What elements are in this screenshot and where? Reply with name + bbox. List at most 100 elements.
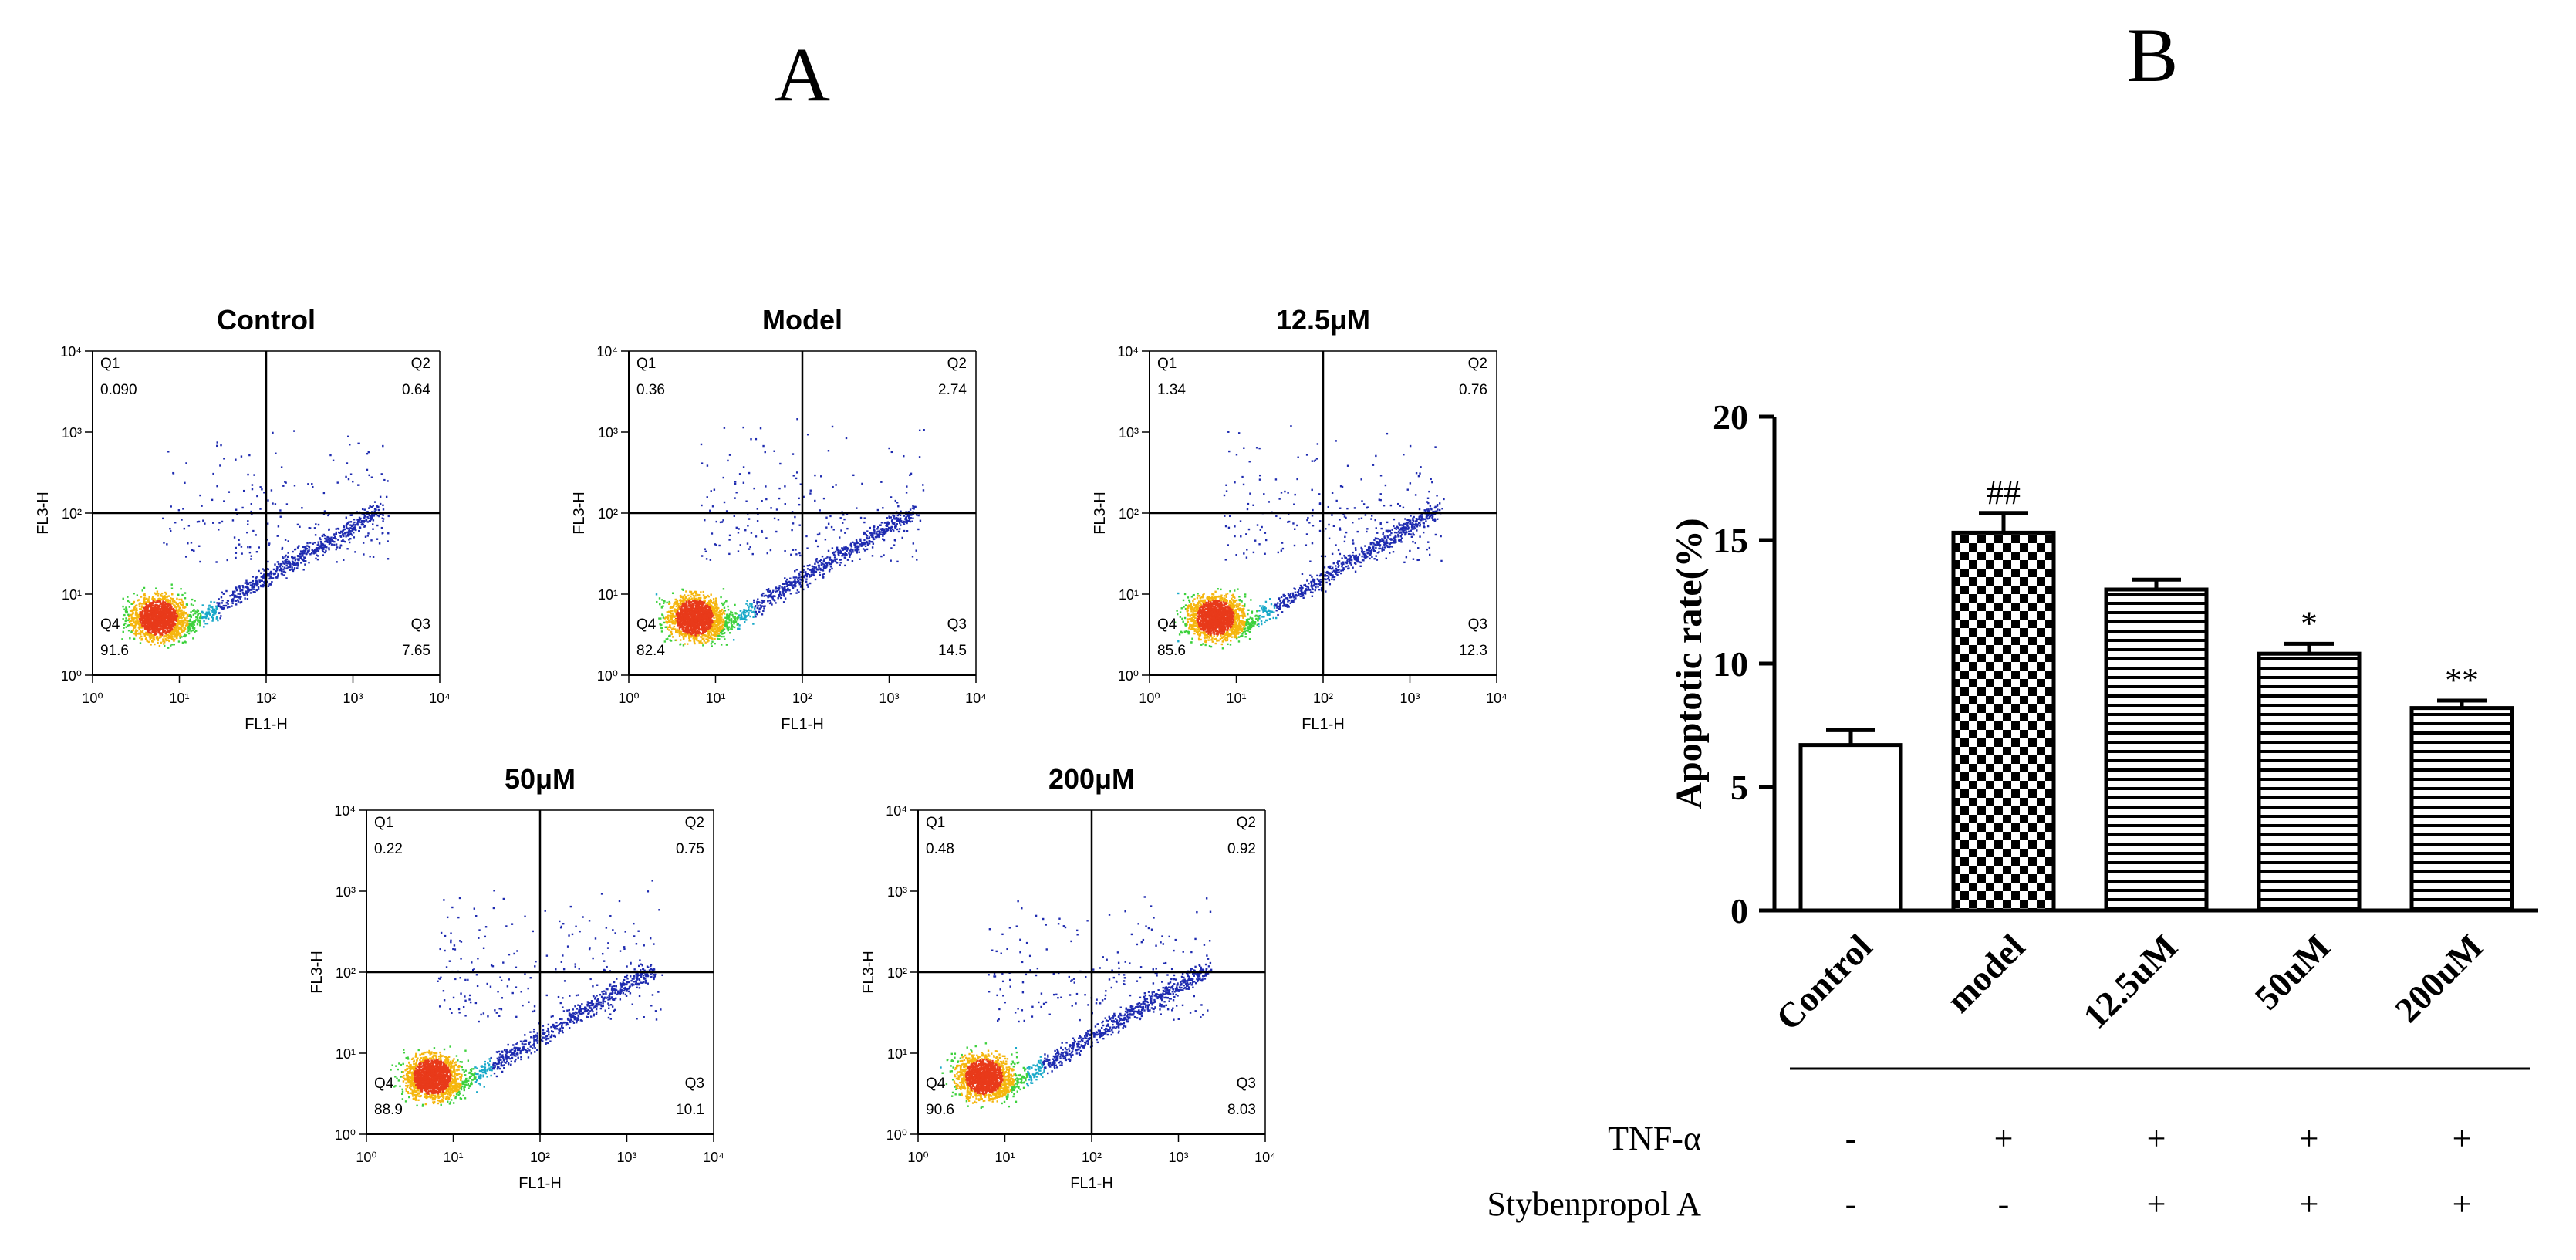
quadrant-name: Q2 (411, 356, 430, 372)
quadrant-value: 12.3 (1459, 643, 1487, 659)
flow-x-tick-label: 10¹ (705, 691, 725, 706)
bar-y-axis-label: Apoptotic rate(%) (1669, 518, 1710, 809)
flow-x-tick-label: 10¹ (994, 1150, 1015, 1165)
treatment-sign: + (2147, 1185, 2166, 1223)
flow-y-axis-label: FL3-H (1092, 492, 1109, 535)
quadrant-value: 0.92 (1227, 841, 1256, 857)
flow-y-tick-label: 10² (1119, 506, 1139, 522)
flow-x-tick-label: 10¹ (169, 691, 189, 706)
flow-y-tick-label: 10¹ (62, 587, 82, 603)
quadrant-value: 88.9 (374, 1102, 403, 1118)
flow-x-tick-label: 10⁰ (907, 1150, 928, 1165)
flow-y-tick-label: 10⁰ (61, 668, 82, 684)
panel-a-label: A (775, 32, 830, 117)
quadrant-name: Q1 (1157, 356, 1177, 372)
flow-y-tick-label: 10⁰ (335, 1127, 356, 1143)
flow-cytometry-plots: 10⁰10⁰10¹10¹10²10²10³10³10⁴10⁴ControlFL1… (35, 304, 1507, 1192)
treatment-sign: + (2300, 1120, 2319, 1157)
flow-x-tick-label: 10² (1313, 691, 1333, 706)
bar-category-label: 12.5uM (2075, 927, 2185, 1036)
flow-y-tick-label: 10³ (1119, 425, 1139, 441)
treatment-sign: - (1845, 1120, 1857, 1157)
bar-y-tick-label: 15 (1713, 521, 1748, 560)
flow-x-tick-label: 10¹ (1226, 691, 1246, 706)
flow-dot-cloud (940, 896, 1214, 1109)
quadrant-value: 91.6 (100, 643, 129, 659)
flow-y-tick-label: 10¹ (336, 1046, 356, 1062)
quadrant-name: Q3 (411, 616, 430, 633)
treatment-sign: + (2453, 1120, 2472, 1157)
flow-x-tick-label: 10³ (343, 691, 363, 706)
quadrant-name: Q3 (947, 616, 967, 633)
flow-x-axis-label: FL1-H (518, 1175, 562, 1192)
treatment-row-label: TNF-α (1608, 1120, 1701, 1157)
quadrant-value: 10.1 (676, 1102, 704, 1118)
treatment-sign: + (2300, 1185, 2319, 1223)
flow-y-tick-label: 10⁰ (597, 668, 618, 684)
flow-x-axis-label: FL1-H (781, 716, 824, 733)
flow-y-tick-label: 10³ (336, 884, 356, 900)
bar-category-label: 50uM (2247, 927, 2338, 1017)
quadrant-name: Q1 (926, 815, 945, 831)
flow-plot-title: 200μM (1048, 763, 1135, 795)
treatment-sign: + (2147, 1120, 2166, 1157)
quadrant-name: Q2 (1468, 356, 1487, 372)
bar-1 (1951, 530, 2056, 913)
flow-x-tick-label: 10⁰ (1139, 691, 1160, 706)
flow-y-tick-label: 10⁰ (886, 1127, 907, 1143)
quadrant-name: Q1 (374, 815, 393, 831)
quadrant-name: Q2 (947, 356, 967, 372)
bar-category-label: Control (1768, 927, 1879, 1038)
flow-x-tick-label: 10⁴ (965, 691, 987, 706)
flow-x-tick-label: 10² (1082, 1150, 1102, 1165)
flow-y-tick-label: 10³ (62, 425, 82, 441)
flow-x-tick-label: 10² (256, 691, 276, 706)
treatment-row-label: Stybenpropol A (1487, 1185, 1702, 1223)
flow-x-tick-label: 10⁴ (1486, 691, 1507, 706)
flow-y-axis-label: FL3-H (35, 492, 52, 535)
flow-y-tick-label: 10¹ (1119, 587, 1139, 603)
quadrant-name: Q3 (685, 1076, 704, 1092)
quadrant-value: 85.6 (1157, 643, 1186, 659)
quadrant-value: 0.48 (926, 841, 954, 857)
bar-category-label: model (1939, 927, 2032, 1020)
bar-3 (2257, 651, 2362, 913)
bar-y-tick-label: 0 (1730, 891, 1748, 931)
flow-y-tick-label: 10² (336, 965, 356, 981)
apoptotic-rate-bar-chart: 0 5 10 15 20 Apoptotic rate(%) Control ## model 1… (1487, 397, 2538, 1223)
flow-x-tick-label: 10³ (616, 1150, 636, 1165)
flow-y-tick-label: 10⁴ (334, 803, 356, 819)
flow-y-tick-label: 10⁴ (886, 803, 907, 819)
quadrant-value: 0.22 (374, 841, 403, 857)
quadrant-value: 0.090 (100, 382, 137, 398)
flow-plot-title: Model (762, 304, 842, 336)
flow-dot-cloud (1173, 425, 1445, 650)
treatment-sign: - (1845, 1185, 1857, 1223)
flow-dot-cloud (121, 430, 390, 649)
bar-0 (1798, 743, 1903, 913)
bar-y-tick-label: 20 (1713, 397, 1748, 437)
flow-plot-title: Control (217, 304, 316, 336)
quadrant-name: Q4 (636, 616, 657, 633)
flow-y-tick-label: 10² (598, 506, 618, 522)
flow-y-tick-label: 10² (62, 506, 82, 522)
flow-y-tick-label: 10¹ (887, 1046, 907, 1062)
quadrant-name: Q2 (685, 815, 704, 831)
quadrant-name: Q4 (374, 1076, 394, 1092)
flow-x-tick-label: 10² (530, 1150, 550, 1165)
bar-4 (2409, 706, 2514, 913)
flow-x-tick-label: 10⁴ (703, 1150, 724, 1165)
quadrant-value: 0.36 (636, 382, 665, 398)
bar-y-tick-label: 5 (1730, 768, 1748, 807)
flow-x-tick-label: 10³ (879, 691, 899, 706)
bar-2 (2104, 587, 2209, 913)
quadrant-name: Q3 (1237, 1076, 1256, 1092)
panel-b-label: B (2127, 12, 2179, 98)
treatment-sign: - (1998, 1185, 2010, 1223)
quadrant-name: Q2 (1237, 815, 1256, 831)
quadrant-value: 90.6 (926, 1102, 954, 1118)
flow-y-tick-label: 10⁴ (60, 344, 82, 360)
